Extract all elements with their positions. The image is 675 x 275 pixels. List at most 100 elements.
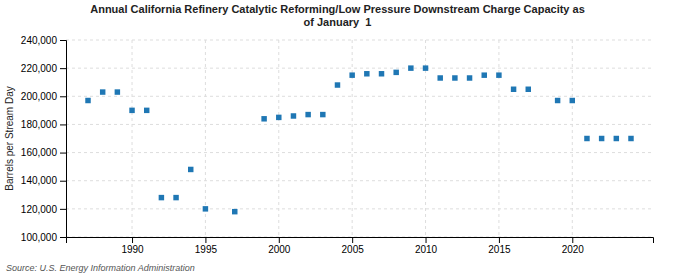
point: [335, 82, 340, 87]
tick-mark: [132, 237, 133, 243]
grid-line: [66, 180, 653, 181]
tick-mark: [499, 237, 500, 243]
tick-mark: [426, 237, 427, 243]
tick-label: 220,000: [21, 63, 58, 74]
grid-line: [132, 40, 133, 237]
tick: 2020: [562, 237, 585, 255]
point: [115, 89, 120, 94]
tick: 160,000: [21, 147, 66, 158]
tick: 2000: [268, 237, 291, 255]
grid: [66, 40, 653, 237]
point: [173, 195, 178, 200]
tick-mark: [572, 237, 573, 243]
point: [481, 72, 486, 77]
tick-label: 120,000: [21, 204, 58, 215]
points: [85, 65, 633, 214]
tick: 240,000: [21, 35, 66, 46]
tick: 120,000: [21, 204, 66, 215]
tick-label: 160,000: [21, 147, 58, 158]
point: [599, 136, 604, 141]
grid-line: [498, 40, 499, 237]
point: [144, 108, 149, 113]
tick-mark: [205, 237, 206, 243]
tick: 100,000: [21, 232, 66, 243]
point: [614, 136, 619, 141]
grid-line: [66, 96, 653, 97]
tick-label: 100,000: [21, 232, 58, 243]
point: [496, 72, 501, 77]
grid-line: [572, 40, 573, 237]
tick-label: 2020: [562, 244, 585, 255]
tick-mark: [60, 68, 66, 69]
tick-mark: [60, 209, 66, 210]
point: [511, 87, 516, 92]
tick-mark: [60, 124, 66, 125]
point: [129, 108, 134, 113]
point: [100, 89, 105, 94]
tick-mark: [60, 237, 66, 238]
point: [203, 206, 208, 211]
point: [393, 70, 398, 75]
tick-label: 2010: [415, 244, 438, 255]
tick-label: 200,000: [21, 91, 58, 102]
grid-line: [66, 152, 653, 153]
y-label: Barrels per Stream Day: [4, 86, 15, 190]
tick-mark: [60, 153, 66, 154]
tick-label: 240,000: [21, 35, 58, 46]
point: [364, 71, 369, 76]
tick-mark: [60, 96, 66, 97]
tick-mark: [60, 181, 66, 182]
grid-line: [352, 40, 353, 237]
tick-label: 1990: [121, 244, 144, 255]
point: [423, 65, 428, 70]
grid-line: [66, 68, 653, 69]
x-axis: 1990 1995 2000 2005 2010 2015 2020: [67, 237, 654, 255]
point: [159, 195, 164, 200]
tick-mark: [279, 237, 280, 243]
tick-label: 2015: [488, 244, 511, 255]
axis-line: [60, 41, 67, 238]
tick-mark: [60, 40, 66, 41]
point: [467, 75, 472, 80]
tick: 1995: [195, 237, 218, 255]
point: [452, 75, 457, 80]
point: [570, 98, 575, 103]
tick: 2015: [488, 237, 511, 255]
tick: 180,000: [21, 119, 66, 130]
point: [437, 75, 442, 80]
point: [305, 112, 310, 117]
tick-label: 180,000: [21, 119, 58, 130]
plot-area: 1990 1995 2000 2005 2010 2015 2020 100,000 120,0…: [21, 35, 654, 255]
point: [584, 136, 589, 141]
chart: 1990 1995 2000 2005 2010 2015 2020 100,000 120,0…: [0, 0, 675, 275]
title: Annual California Refinery Catalytic Ref…: [90, 3, 585, 28]
source: Source: U.S. Energy Information Administ…: [6, 263, 195, 273]
tick: 220,000: [21, 63, 66, 74]
grid-line: [66, 40, 653, 41]
point: [408, 65, 413, 70]
point: [85, 98, 90, 103]
point: [320, 112, 325, 117]
tick: 140,000: [21, 175, 66, 186]
tick-label: 140,000: [21, 175, 58, 186]
point: [555, 98, 560, 103]
tick: 2010: [415, 237, 438, 255]
tick-mark: [352, 237, 353, 243]
point: [526, 87, 531, 92]
point: [232, 209, 237, 214]
tick-label: 2000: [268, 244, 291, 255]
point: [349, 72, 354, 77]
point: [379, 71, 384, 76]
tick-label: 1995: [195, 244, 218, 255]
grid-line: [278, 40, 279, 237]
tick: 1990: [121, 237, 144, 255]
grid-line: [66, 208, 653, 209]
point: [291, 113, 296, 118]
axis-line: [67, 238, 654, 244]
grid-line: [66, 124, 653, 125]
tick: 200,000: [21, 91, 66, 102]
y-axis: 100,000 120,000 140,000 160,000 180,000 200,0…: [21, 35, 67, 243]
tick: 2005: [342, 237, 365, 255]
point: [628, 136, 633, 141]
point: [261, 116, 266, 121]
